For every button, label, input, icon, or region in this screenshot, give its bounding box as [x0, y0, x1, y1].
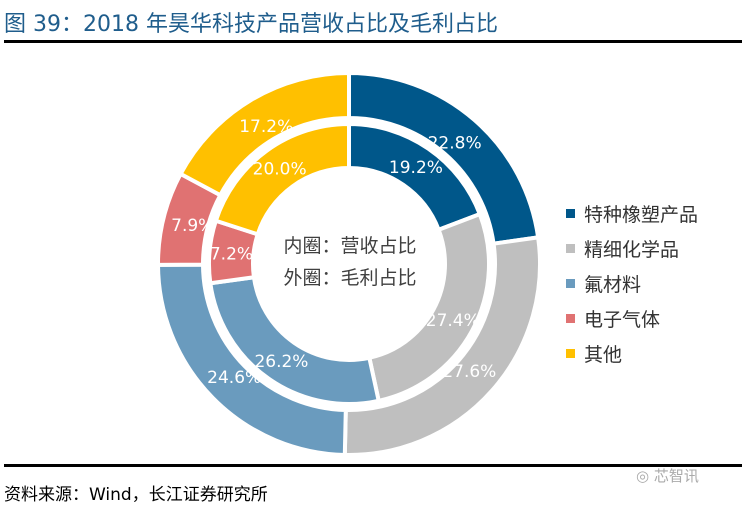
- outer-slice-4: [177, 70, 351, 198]
- outer-label-4: 17.2%: [239, 117, 293, 137]
- inner-label-4: 20.0%: [253, 160, 307, 180]
- outer-label-0: 22.8%: [428, 133, 482, 153]
- inner-slice-4: [213, 121, 351, 237]
- center-text-outer: 外圈：毛利占比: [283, 267, 416, 289]
- legend-label: 氟材料: [584, 274, 642, 296]
- legend-item: 氟材料: [566, 266, 698, 301]
- title-divider: [4, 40, 742, 43]
- legend: 特种橡塑产品 精细化学品氟材料电子气体其他: [566, 196, 698, 371]
- chart-title: 图 39：2018 年昊华科技产品营收占比及毛利占比: [4, 12, 498, 37]
- watermark-text: 芯智讯: [653, 467, 699, 485]
- legend-swatch: [566, 314, 575, 323]
- legend-label: 电子气体: [584, 309, 661, 331]
- legend-swatch: [566, 349, 575, 358]
- legend-label: 精细化学品: [584, 239, 680, 261]
- legend-label: 特种橡塑产品: [584, 204, 699, 226]
- legend-item: 精细化学品: [566, 231, 698, 266]
- legend-item: 电子气体: [566, 301, 698, 336]
- outer-label-2: 24.6%: [207, 368, 261, 388]
- source-note: 资料来源：Wind，长江证券研究所: [4, 485, 268, 505]
- legend-swatch: [566, 279, 575, 288]
- legend-swatch: [566, 244, 575, 253]
- inner-label-3: 7.2%: [210, 245, 253, 265]
- inner-label-2: 26.2%: [254, 352, 308, 372]
- wechat-icon: ◎: [636, 467, 654, 485]
- inner-label-1: 27.4%: [426, 311, 480, 331]
- center-text-inner: 内圈：营收占比: [283, 235, 416, 257]
- legend-label: 其他: [584, 344, 623, 366]
- outer-label-3: 7.9%: [171, 216, 214, 236]
- legend-swatch: [566, 209, 575, 218]
- watermark: ◎ 芯智讯: [636, 465, 699, 486]
- legend-item: 其他: [566, 336, 698, 371]
- inner-label-0: 19.2%: [389, 158, 443, 178]
- legend-item: 特种橡塑产品: [566, 196, 698, 231]
- footer-divider: [4, 464, 742, 467]
- outer-label-1: 27.6%: [442, 362, 496, 382]
